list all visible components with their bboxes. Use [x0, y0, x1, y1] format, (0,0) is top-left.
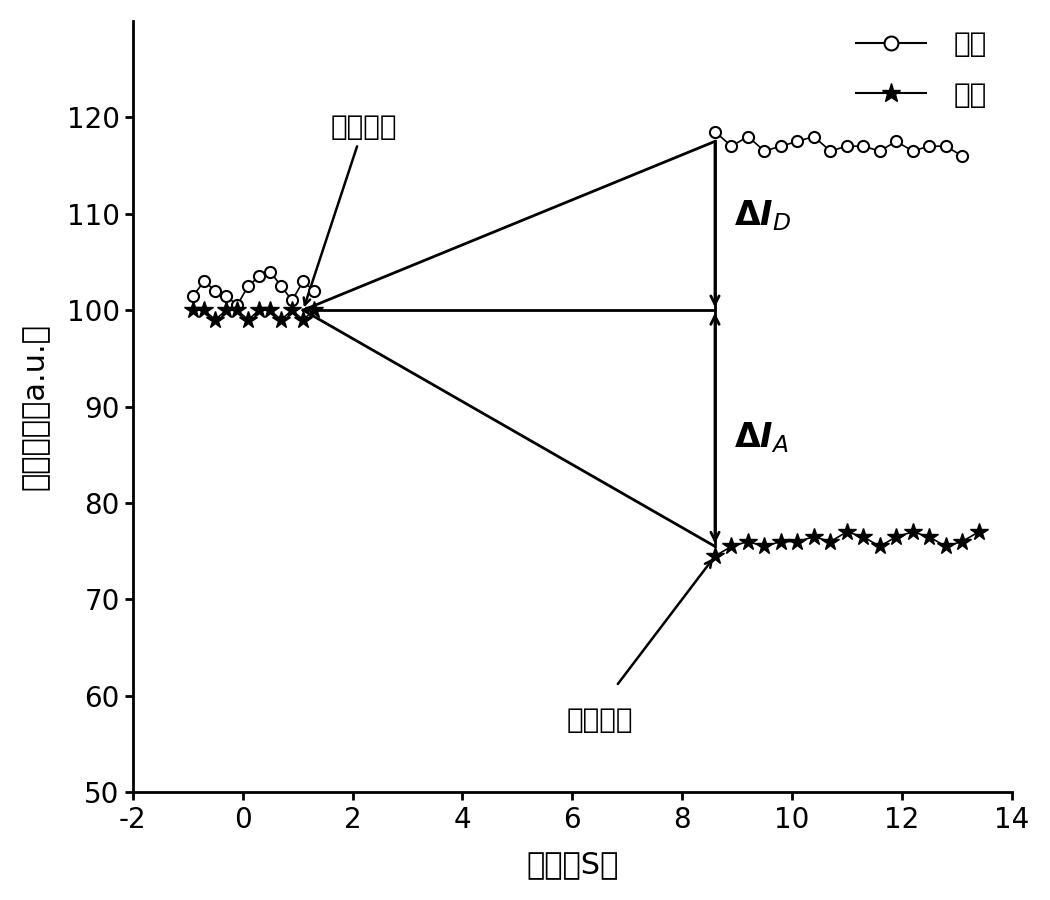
Text: $\mathbf{\Delta}$$\boldsymbol{I}$$_D$: $\mathbf{\Delta}$$\boldsymbol{I}$$_D$: [734, 199, 792, 233]
Legend: 供体, 受体: 供体, 受体: [845, 19, 997, 120]
Text: 漂白开始: 漂白开始: [303, 112, 397, 305]
Text: $\mathbf{\Delta}$$\boldsymbol{I}$$_A$: $\mathbf{\Delta}$$\boldsymbol{I}$$_A$: [734, 420, 790, 455]
Y-axis label: 荧光强度（a.u.）: 荧光强度（a.u.）: [21, 323, 49, 490]
X-axis label: 时间（S）: 时间（S）: [526, 850, 618, 879]
Text: 漂白结束: 漂白结束: [566, 706, 633, 734]
